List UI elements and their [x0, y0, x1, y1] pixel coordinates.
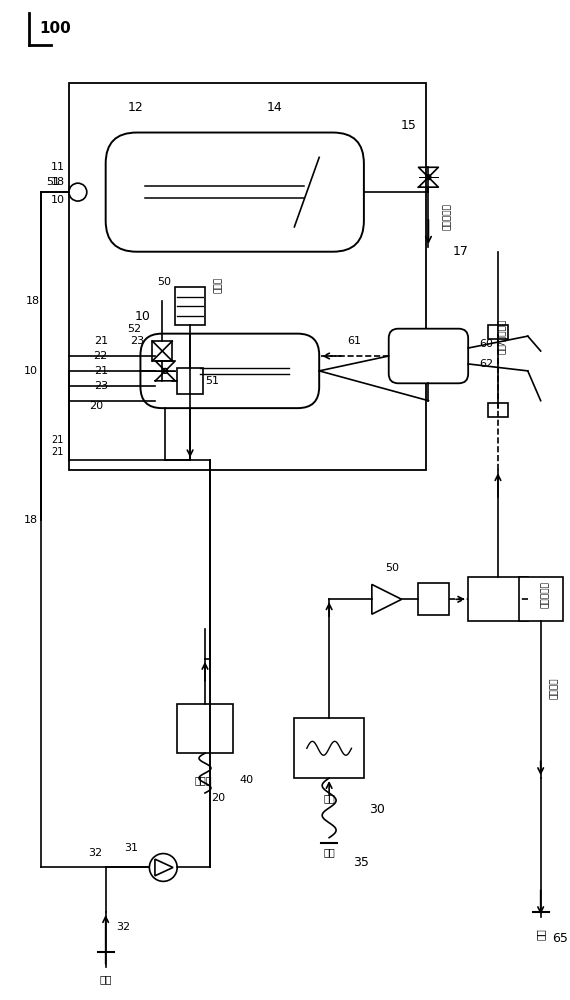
- Text: 21: 21: [51, 435, 63, 445]
- Text: 23: 23: [131, 336, 145, 346]
- Text: 10: 10: [135, 310, 150, 323]
- Text: 50: 50: [157, 277, 171, 287]
- Text: 100: 100: [39, 21, 71, 36]
- Text: 10: 10: [51, 195, 65, 205]
- Text: 21: 21: [93, 336, 108, 346]
- Text: 20: 20: [89, 401, 103, 411]
- Bar: [468, 577, 528, 621]
- Text: 排入大气: 排入大气: [550, 678, 559, 699]
- Text: 气液混合罐: 气液混合罐: [541, 581, 550, 608]
- Text: 60: 60: [479, 339, 493, 349]
- Text: 52: 52: [128, 324, 141, 334]
- Bar: [177, 368, 203, 394]
- Text: 处理后出水: 处理后出水: [442, 204, 451, 230]
- Bar: [152, 341, 172, 361]
- Text: 氧气: 氧气: [323, 848, 335, 858]
- Text: 12: 12: [128, 101, 143, 114]
- Text: 14: 14: [267, 101, 282, 114]
- Bar: [417, 583, 449, 615]
- Text: 20: 20: [211, 793, 225, 803]
- Text: 21: 21: [51, 447, 63, 457]
- Text: 61: 61: [347, 336, 361, 346]
- Text: 30: 30: [369, 803, 385, 816]
- Text: 62: 62: [479, 359, 493, 369]
- Text: 浮湣: 浮湣: [536, 928, 545, 940]
- Bar: [175, 287, 205, 325]
- Bar: [488, 325, 508, 339]
- Text: 17: 17: [452, 245, 468, 258]
- Bar: [294, 718, 364, 778]
- Text: 15: 15: [401, 119, 417, 132]
- Text: 51: 51: [205, 376, 219, 386]
- Bar: [519, 577, 563, 621]
- Text: 浮液/废气出口: 浮液/废气出口: [496, 319, 506, 354]
- Text: 18: 18: [26, 296, 40, 306]
- Text: 51: 51: [46, 177, 60, 187]
- Bar: [69, 83, 426, 470]
- Text: 31: 31: [124, 843, 139, 853]
- Text: 11: 11: [51, 162, 65, 172]
- FancyBboxPatch shape: [140, 334, 319, 408]
- Circle shape: [149, 854, 177, 881]
- Text: 40: 40: [239, 775, 254, 785]
- Text: 32: 32: [89, 848, 103, 858]
- Text: 21: 21: [93, 366, 108, 376]
- Text: 污水: 污水: [99, 974, 112, 984]
- Text: 23: 23: [93, 381, 108, 391]
- Text: 催化剂: 催化剂: [194, 775, 212, 785]
- Text: 32: 32: [116, 922, 131, 932]
- Text: 絮凝剂: 絮凝剂: [213, 276, 222, 293]
- Circle shape: [426, 175, 431, 180]
- FancyBboxPatch shape: [105, 133, 364, 252]
- Text: 10: 10: [24, 366, 38, 376]
- Text: 18: 18: [51, 177, 65, 187]
- Bar: [488, 403, 508, 417]
- Text: 35: 35: [353, 856, 369, 869]
- Text: 臭氧: 臭氧: [323, 793, 335, 803]
- Circle shape: [69, 183, 87, 201]
- FancyBboxPatch shape: [389, 329, 468, 383]
- Text: 22: 22: [93, 351, 108, 361]
- Text: 50: 50: [385, 563, 398, 573]
- Text: 65: 65: [552, 932, 568, 945]
- Bar: [177, 704, 233, 753]
- Circle shape: [163, 368, 168, 373]
- Text: 18: 18: [24, 515, 38, 525]
